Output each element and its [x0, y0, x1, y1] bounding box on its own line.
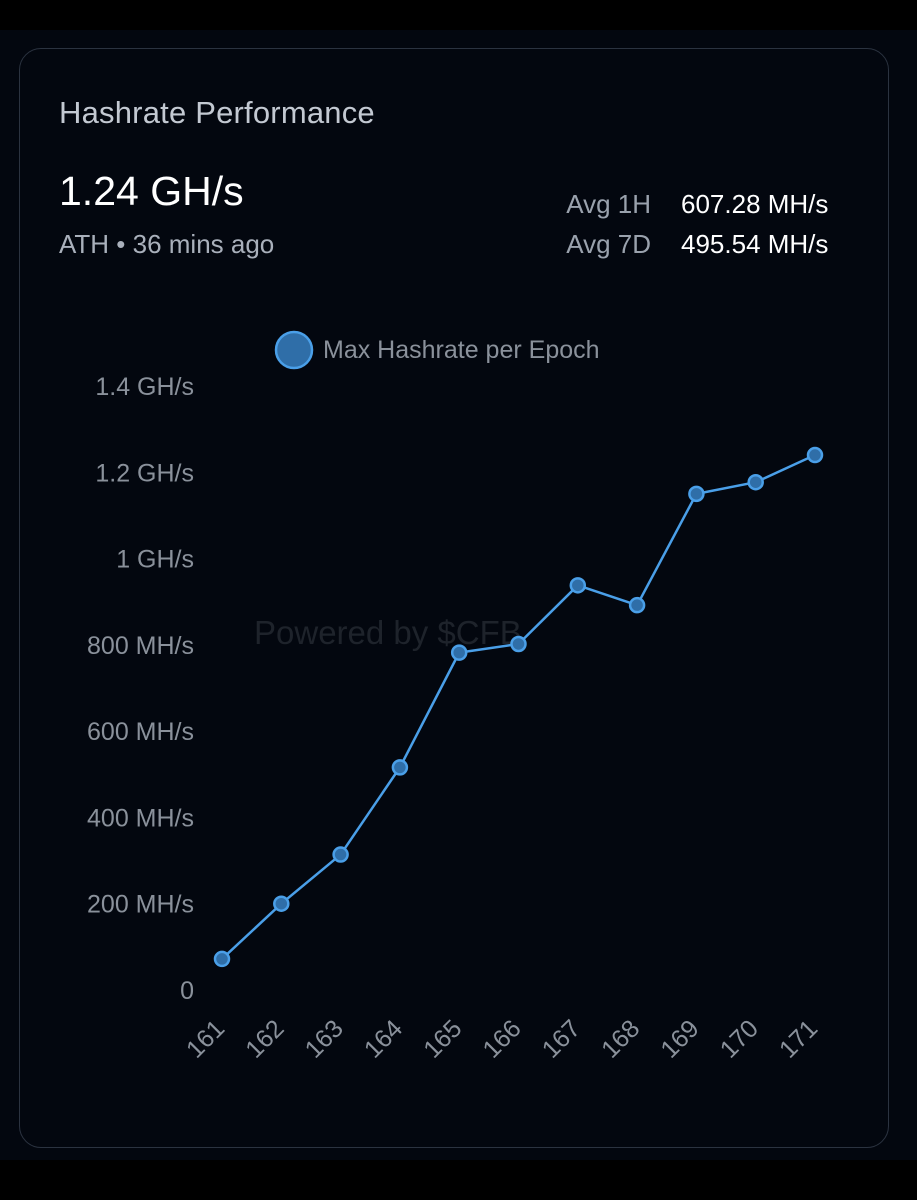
legend-marker — [274, 330, 314, 370]
y-tick-label: 0 — [180, 977, 194, 1005]
y-tick-label: 1.2 GH/s — [95, 459, 194, 487]
y-tick-label: 400 MH/s — [87, 804, 194, 832]
data-point[interactable] — [391, 759, 409, 776]
data-point[interactable] — [332, 846, 349, 863]
watermark: Powered by $CFB — [254, 614, 522, 651]
plot-area — [213, 446, 824, 968]
series-line — [221, 453, 816, 960]
x-tick-label: 170 — [715, 1014, 764, 1063]
y-axis: 0 200 MH/s 400 MH/s 600 MH/s 800 MH/s 1 GH/s 1… — [87, 373, 194, 1005]
x-tick-label: 165 — [418, 1014, 467, 1063]
avg-7d-label: Avg 7D — [566, 229, 651, 259]
card-title: Hashrate Performance — [59, 95, 375, 130]
x-tick-label: 166 — [477, 1014, 526, 1063]
legend-label: Max Hashrate per Epoch — [323, 336, 600, 364]
data-point[interactable] — [806, 446, 824, 464]
x-axis: 161 162 163 164 165 166 167 168 169 170 171 — [181, 1014, 823, 1063]
x-tick-label: 163 — [300, 1014, 349, 1063]
ath-note: ATH • 36 mins ago — [59, 229, 275, 259]
y-tick-label: 600 MH/s — [87, 718, 194, 746]
x-tick-label: 171 — [774, 1014, 823, 1063]
current-hashrate: 1.24 GH/s — [59, 168, 244, 214]
x-tick-label: 161 — [181, 1014, 230, 1063]
y-tick-label: 1.4 GH/s — [95, 373, 194, 401]
data-point[interactable] — [747, 473, 764, 491]
x-tick-label: 167 — [537, 1014, 586, 1063]
data-point[interactable] — [273, 895, 290, 912]
avg-1h-value: 607.28 MH/s — [681, 189, 829, 219]
x-tick-label: 162 — [240, 1014, 289, 1063]
data-point[interactable] — [688, 485, 705, 503]
x-tick-label: 164 — [359, 1014, 408, 1063]
y-tick-label: 200 MH/s — [87, 891, 194, 919]
data-point[interactable] — [213, 950, 231, 968]
hashrate-card — [19, 48, 889, 1148]
y-tick-label: 800 MH/s — [87, 632, 194, 660]
x-tick-label: 169 — [655, 1014, 704, 1063]
data-point[interactable] — [510, 635, 527, 653]
avg-1h-label: Avg 1H — [566, 189, 651, 219]
data-point[interactable] — [628, 596, 646, 614]
legend[interactable]: Max Hashrate per Epoch — [274, 330, 600, 370]
avg-7d-value: 495.54 MH/s — [681, 229, 829, 259]
y-tick-label: 1 GH/s — [116, 546, 194, 574]
data-point[interactable] — [450, 644, 468, 661]
data-point[interactable] — [569, 577, 587, 594]
x-tick-label: 168 — [596, 1014, 645, 1063]
